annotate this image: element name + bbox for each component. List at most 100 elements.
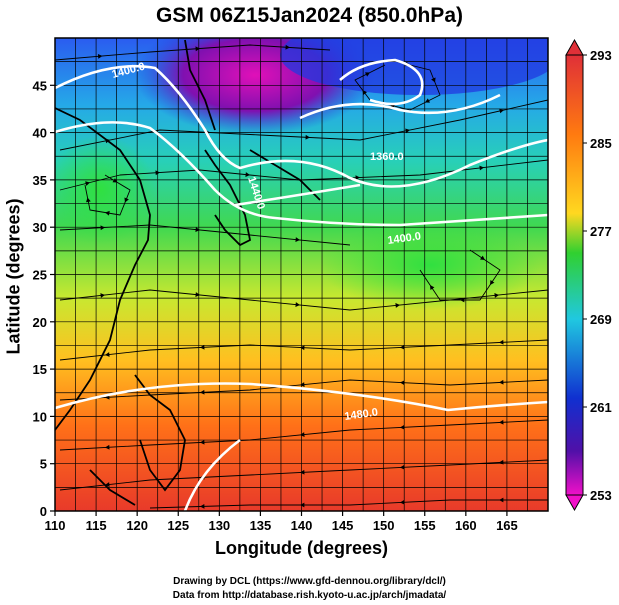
warm-pocket-east [320,220,540,310]
borneo-coast [89,469,136,506]
contour-line-4 [339,58,424,106]
contour-label: 1400.0 [387,230,422,247]
wind-arrow [100,293,105,298]
wind-arrow [300,432,305,437]
x-tick-label: 120 [126,518,148,533]
streamline [354,59,441,111]
y-tick-label: 0 [40,504,47,519]
y-axis-ticks: 0 5 10 15 20 25 30 35 40 45 [33,78,55,519]
x-tick-label: 165 [496,518,518,533]
wind-arrow [400,424,405,430]
wind-arrow [195,292,200,297]
colorbar-label: 285 [590,136,612,151]
contour-line-6 [55,382,548,412]
contour-line-2 [55,121,548,227]
x-axis-ticks: 110 115 120 125 130 135 140 145 150 155 160 165 [45,511,518,533]
x-tick-label: 150 [373,518,395,533]
wind-arrow [479,165,484,171]
wind-arrow [400,344,405,350]
contour-line-1 [55,64,548,188]
y-tick-label: 25 [33,268,47,283]
wind-arrow [85,181,90,186]
map-title: GSM 06Z15Jan2024 (850.0hPa) [155,4,463,27]
contour-line-7 [183,438,241,511]
wind-arrow [195,227,200,232]
wind-arrow [97,53,103,59]
wind-arrow [112,178,118,183]
wind-arrow [295,302,300,307]
wind-arrow [431,77,436,83]
y-axis-label: Latitude (degrees) [3,198,24,355]
wind-arrow [499,419,504,425]
wind-arrow [124,197,129,203]
y-tick-label: 35 [33,173,47,188]
colorbar-label: 261 [590,400,612,415]
x-tick-label: 135 [250,518,272,533]
wind-arrow [362,90,368,95]
colorbar-label: 277 [590,224,612,239]
contour-line-5 [299,93,501,120]
contour-label: 1360.0 [370,151,404,163]
wind-arrow [300,502,305,508]
colorbar-gradient [565,54,584,496]
wind-arrow [405,128,410,134]
y-tick-label: 20 [33,315,47,330]
contour-line-3 [234,183,361,207]
wind-arrow [305,134,310,140]
wind-arrow [200,344,205,350]
wind-arrow [400,380,405,386]
wind-arrow [200,439,205,445]
wind-arrow [365,72,370,77]
wind-arrow [245,172,250,177]
wind-arrow [355,175,360,181]
philippines [134,374,186,492]
warm-pocket-west [55,135,155,245]
x-axis-label: Longitude (degrees) [214,538,388,558]
wind-arrow [499,339,504,345]
x-tick-label: 155 [414,518,436,533]
wind-arrow [100,225,105,231]
wind-arrow [499,379,504,385]
wind-arrow [499,108,504,114]
lat-lon-grid [55,38,548,511]
wind-arrow [300,382,305,387]
x-tick-label: 140 [291,518,313,533]
wind-arrow [300,345,305,351]
y-tick-label: 5 [40,457,47,472]
x-tick-label: 145 [332,518,354,533]
x-tick-label: 110 [45,518,66,533]
streamline [419,249,501,301]
wind-arrow [300,469,305,475]
y-tick-label: 15 [33,362,47,377]
wind-arrow [499,497,504,503]
wind-arrow [395,303,400,308]
wind-arrow [285,44,290,50]
wind-arrow [494,293,499,298]
colorbar-label: 293 [590,48,612,63]
x-tick-label: 115 [86,518,107,533]
wind-arrow [480,255,485,260]
streamline [149,499,548,509]
credit-data: Data from http://database.rish.kyoto-u.a… [172,590,447,601]
cold-pool-northeast [280,38,548,95]
wind-arrow [490,280,495,285]
wind-arrow [400,499,405,505]
wind-arrow [105,482,110,487]
credit-drawing: Drawing by DCL (https://www.gfd-dennou.o… [173,576,446,587]
wind-arrow [430,285,435,290]
colorbar-bottom-arrow [565,494,584,512]
colorbar-top-arrow [565,38,584,56]
wind-streamlines [55,44,548,509]
x-tick-label: 130 [208,518,230,533]
colorbar-label: 253 [590,488,612,503]
colorbar-labels: 293 285 277 269 261 253 [583,48,612,503]
china-coast [55,107,151,431]
wind-arrow [460,297,465,303]
wind-arrow [200,389,205,395]
y-tick-label: 10 [33,409,47,424]
wind-arrow [200,503,205,509]
wind-arrow [295,237,300,242]
x-tick-label: 125 [167,518,189,533]
